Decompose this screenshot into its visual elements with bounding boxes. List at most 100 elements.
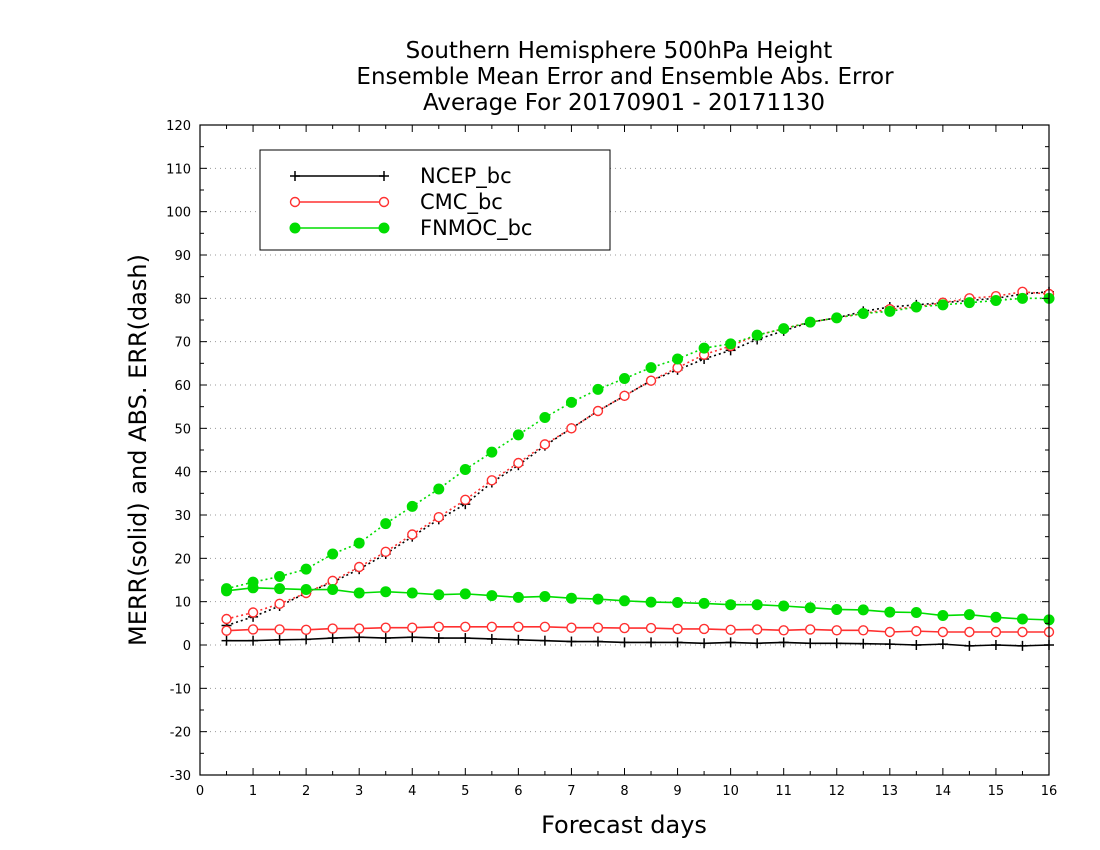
legend-marker-cmc-bc [378,196,390,208]
ncep-bc-merr-point [646,637,657,648]
y-tick-label: -30 [170,769,191,784]
ncep-bc-merr-point [778,637,789,648]
fnmoc-bc-abs-err-point [963,297,975,309]
x-tick-label: 5 [461,784,469,799]
cmc-bc-abs-err-point [274,598,285,610]
ncep-bc-merr-point [380,633,391,644]
cmc-bc-merr-point [566,622,577,633]
ncep-bc-merr-point [619,637,630,648]
fnmoc-bc-abs-err-point [406,500,418,512]
ncep-bc-merr-point [964,640,975,651]
fnmoc-bc-abs-err-point [274,571,286,583]
x-tick-label: 11 [775,784,792,799]
fnmoc-bc-merr-point [963,609,975,621]
cmc-bc-abs-err-line [226,291,1050,620]
cmc-bc-merr-point [407,622,418,633]
legend-marker-ncep-bc [290,171,300,181]
ncep-bc-merr-point [1017,640,1028,651]
cmc-bc-abs-err-point [592,405,604,417]
x-tick-label: 7 [567,784,575,799]
ncep-bc-merr-point [354,632,365,643]
fnmoc-bc-merr-point [1016,613,1028,625]
cmc-bc-abs-err-point [221,613,232,625]
ncep-bc-merr-point [486,633,497,644]
cmc-bc-abs-err-point [672,362,683,373]
y-tick-label: 80 [174,292,191,307]
chart-title-line-2: Ensemble Mean Error and Ensemble Abs. Er… [356,64,894,90]
cmc-bc-merr-point [327,623,338,634]
fnmoc-bc-merr-point [990,611,1002,623]
fnmoc-bc-abs-err-point [884,305,896,317]
legend-marker-cmc-bc [289,196,301,208]
fnmoc-bc-merr-point [300,584,312,596]
fnmoc-bc-merr-line [226,586,1050,621]
y-tick-label: 0 [183,639,191,654]
plot-area [221,286,1055,651]
fnmoc-bc-merr-point [698,597,710,609]
cmc-bc-merr-point [831,625,842,636]
ncep-bc-merr-point [592,636,603,647]
fnmoc-bc-abs-err-point [751,329,763,341]
x-tick-label: 12 [828,784,845,799]
y-tick-label: 60 [174,379,191,394]
fnmoc-bc-merr-point [433,589,445,601]
ncep-bc-merr-point [274,634,285,645]
fnmoc-bc-abs-err-point [831,312,843,324]
y-tick-label: 70 [174,336,191,351]
fnmoc-bc-merr-point [380,586,392,598]
fnmoc-bc-merr-point [751,599,763,611]
fnmoc-bc-abs-err-point [565,396,577,408]
fnmoc-bc-merr-point [672,597,684,609]
ncep-bc-merr-point [433,633,444,644]
cmc-bc-merr-point [513,621,524,632]
fnmoc-bc-abs-err-point [990,295,1002,306]
cmc-bc-abs-err-point [327,575,338,587]
x-tick-label: 8 [620,784,628,799]
cmc-bc-merr-point [539,621,551,632]
fnmoc-bc-merr-point [327,584,339,596]
ncep-bc-merr-point [301,634,312,645]
cmc-bc-merr-point [433,621,444,632]
cmc-bc-merr-line [226,625,1049,633]
cmc-bc-merr-point [300,624,312,636]
ncep-bc-merr-point [805,638,816,649]
ncep-bc-merr-point [513,634,524,645]
fnmoc-bc-abs-err-point [300,563,312,575]
y-tick-label: 30 [174,509,191,524]
x-tick-label: 16 [1041,784,1058,799]
ncep-bc-merr-point [221,635,232,646]
x-tick-label: 13 [882,784,899,799]
fnmoc-bc-merr-point [645,596,657,608]
cmc-bc-abs-err-point [513,457,524,469]
legend-marker-fnmoc-bc [378,222,390,234]
y-tick-label: 40 [174,466,191,481]
fnmoc-bc-merr-point [592,593,604,605]
fnmoc-bc-abs-err-point [778,323,790,335]
fnmoc-bc-merr-point [857,604,869,616]
cmc-bc-merr-point [645,622,657,634]
cmc-bc-merr-point [353,623,365,634]
legend-label-cmc-bc: CMC_bc [420,190,503,215]
cmc-bc-merr-point [858,625,869,636]
fnmoc-bc-merr-point [565,592,577,604]
ncep-bc-merr-line [226,636,1050,647]
fnmoc-bc-abs-err-point [1016,292,1028,304]
fnmoc-bc-merr-point [221,585,233,597]
chart-title-line-1: Southern Hemisphere 500hPa Height [406,38,833,64]
fnmoc-bc-merr-point [725,599,737,611]
fnmoc-bc-abs-err-point [910,301,922,313]
cmc-bc-abs-err-point [353,561,365,573]
legend-marker-ncep-bc [379,171,389,181]
legend-label-ncep-bc: NCEP_bc [420,164,512,189]
fnmoc-bc-abs-err-point [592,383,604,395]
x-tick-label: 3 [355,784,363,799]
ncep-bc-merr-point [672,637,683,648]
fnmoc-bc-abs-err-point [353,537,365,549]
ncep-bc-merr-point [911,640,922,650]
fnmoc-bc-merr-point [804,602,816,614]
y-tick-label: 110 [166,162,191,177]
ncep-bc-merr-point [725,637,736,648]
cmc-bc-abs-err-point [645,375,657,386]
